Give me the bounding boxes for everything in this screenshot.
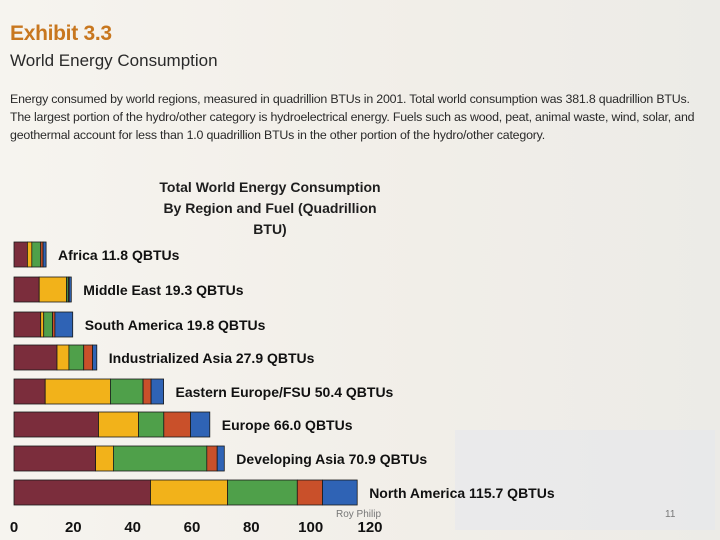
bar-segment (26, 241, 33, 268)
bar-segment (42, 241, 47, 268)
exhibit-title: World Energy Consumption (10, 51, 218, 70)
bar-row: Developing Asia 70.9 QBTUs (13, 445, 427, 472)
chart-subtitle: By Region and Fuel (Quadrillion BTU) (163, 200, 377, 237)
bar-segment (13, 276, 40, 303)
chart-title: Total World Energy Consumption (159, 179, 381, 195)
bar-row: South America 19.8 QBTUs (13, 311, 266, 338)
bar-segment (98, 411, 139, 438)
bar-segment (68, 276, 72, 303)
bar-label: North America 115.7 QBTUs (369, 485, 555, 501)
bar-segment (95, 445, 114, 472)
bar-segment (13, 378, 46, 405)
bar-segment (296, 479, 323, 506)
bar-label: Middle East 19.3 QBTUs (83, 282, 243, 298)
bar-label: Developing Asia 70.9 QBTUs (236, 451, 427, 467)
bar-segment (40, 311, 45, 338)
bar-segment (13, 311, 42, 338)
x-tick-label: 0 (10, 519, 18, 536)
x-tick-label: 60 (184, 519, 201, 536)
bar-segment (13, 344, 58, 371)
bar-segment (54, 311, 74, 338)
bar-segment (13, 411, 99, 438)
chart-title-block: Total World Energy Consumption By Region… (150, 177, 390, 240)
footer-author: Roy Philip (336, 509, 382, 520)
bar-label: Europe 66.0 QBTUs (222, 417, 353, 433)
bar-segment (31, 241, 42, 268)
bar-segment (227, 479, 298, 506)
bar-segment (113, 445, 208, 472)
x-tick-label: 120 (357, 519, 382, 536)
bar-segment (150, 479, 228, 506)
bar-label: South America 19.8 QBTUs (85, 317, 266, 333)
x-tick-label: 100 (298, 519, 323, 536)
bar-segment (110, 378, 144, 405)
bar-segment (13, 479, 151, 506)
bar-segment (92, 344, 98, 371)
bar-segment (38, 276, 67, 303)
bar-segment (13, 241, 28, 268)
bar-row: Industrialized Asia 27.9 QBTUs (13, 344, 315, 371)
x-tick-label: 80 (243, 519, 260, 536)
bar-segment (206, 445, 218, 472)
x-tick-label: 40 (124, 519, 141, 536)
x-tick-label: 20 (65, 519, 82, 536)
page-number: 11 (665, 509, 676, 520)
bar-segment (138, 411, 165, 438)
bar-segment (163, 411, 191, 438)
bar-segment (68, 344, 85, 371)
background-texture (455, 430, 715, 530)
bar-segment (322, 479, 358, 506)
bar-row: Africa 11.8 QBTUs (13, 241, 180, 268)
bar-segment (13, 445, 96, 472)
bar-row: Middle East 19.3 QBTUs (13, 276, 244, 303)
exhibit-caption: Energy consumed by world regions, measur… (10, 92, 695, 142)
bar-segment (216, 445, 225, 472)
exhibit-number: Exhibit 3.3 (10, 22, 112, 45)
bar-label: Africa 11.8 QBTUs (58, 247, 180, 263)
bar-segment (44, 378, 111, 405)
bar-segment (43, 311, 54, 338)
bar-segment (83, 344, 93, 371)
bar-row: Europe 66.0 QBTUs (13, 411, 353, 438)
bar-label: Eastern Europe/FSU 50.4 QBTUs (176, 384, 394, 400)
bar-segment (142, 378, 152, 405)
bar-segment (56, 344, 70, 371)
bar-segment (150, 378, 165, 405)
bar-label: Industrialized Asia 27.9 QBTUs (109, 350, 315, 366)
bar-row: North America 115.7 QBTUs (13, 479, 555, 506)
bar-segment (190, 411, 211, 438)
bar-row: Eastern Europe/FSU 50.4 QBTUs (13, 378, 394, 405)
